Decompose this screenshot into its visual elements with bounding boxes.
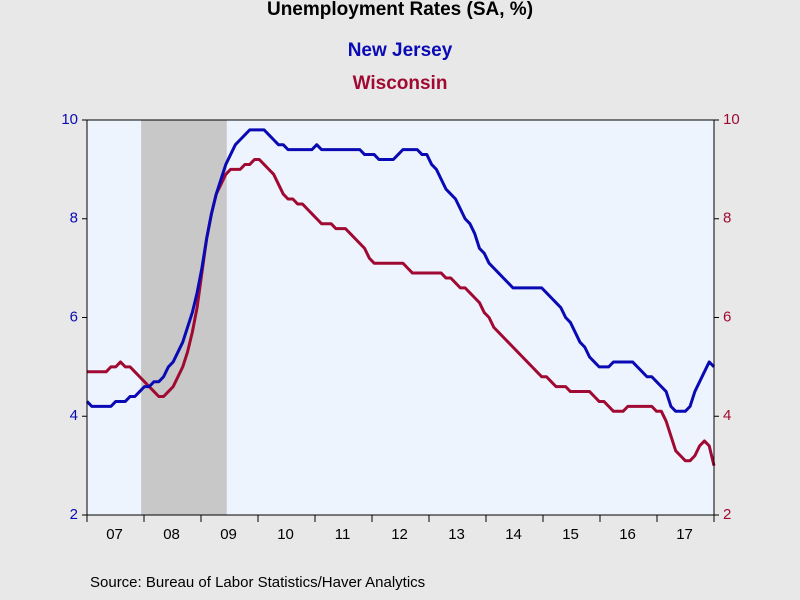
y2-tick-label: 8: [723, 210, 731, 227]
y2-tick-label: 4: [723, 407, 731, 424]
chart-title: Unemployment Rates (SA, %): [267, 0, 533, 20]
x-tick-label: 16: [619, 526, 636, 543]
y2-tick-label: 6: [723, 308, 731, 325]
y-tick-label: 6: [70, 308, 78, 325]
y2-tick-label: 2: [723, 506, 731, 523]
recession-shade: [141, 120, 227, 515]
x-tick-label: 07: [106, 526, 123, 543]
x-tick-label: 15: [562, 526, 579, 543]
y-tick-label: 10: [61, 111, 78, 128]
plot-border: [86, 119, 715, 516]
x-tick-label: 10: [277, 526, 294, 543]
x-tick-label: 17: [676, 526, 693, 543]
data-line: [87, 158, 716, 466]
x-tick-label: 09: [220, 526, 237, 543]
legend-label: New Jersey: [348, 40, 453, 61]
y2-tick-label: 10: [723, 111, 740, 128]
y-tick-label: 2: [70, 506, 78, 523]
data-line: [85, 128, 716, 413]
x-tick-label: 12: [391, 526, 408, 543]
x-tick-label: 14: [505, 526, 522, 543]
y-tick-label: 4: [70, 407, 78, 424]
x-tick-label: 13: [448, 526, 465, 543]
x-tick-label: 08: [163, 526, 180, 543]
source-note: Source: Bureau of Labor Statistics/Haver…: [90, 574, 425, 591]
legend-label: Wisconsin: [353, 73, 448, 94]
x-tick-label: 11: [335, 526, 351, 543]
y-tick-label: 8: [70, 210, 78, 227]
